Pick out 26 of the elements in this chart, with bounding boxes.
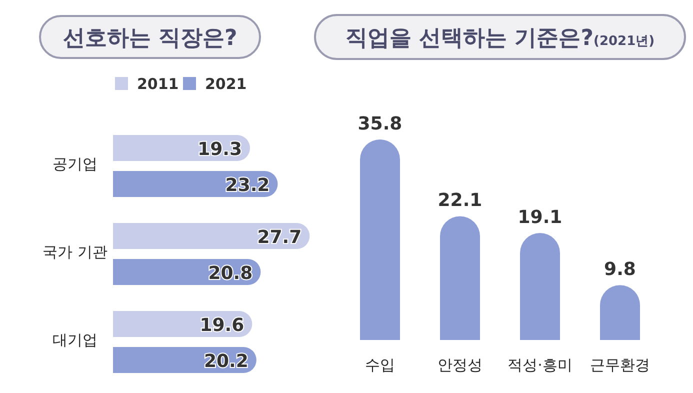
data-label: 23.2 [225,175,270,196]
y-tick-label: 공기업 [52,155,98,173]
bar [520,233,560,340]
bar [113,223,310,249]
x-tick-label: 안정성 [438,356,482,374]
x-tick-label: 근무환경 [590,356,650,374]
bar [360,140,400,340]
bar [440,216,480,340]
data-label: 27.7 [257,227,302,248]
data-label: 35.8 [358,114,402,135]
legend-label: 2011 [137,75,179,93]
y-tick-label: 국가 기관 [42,243,108,261]
x-tick-label: 적성·흥미 [508,356,572,374]
data-label: 20.2 [204,351,248,372]
data-label: 9.8 [604,259,636,280]
data-label: 22.1 [438,190,482,212]
data-label: 19.3 [198,139,242,160]
data-label: 19.1 [518,207,562,228]
chart-subtitle: (2021년) [594,34,655,49]
data-label: 19.6 [200,315,244,336]
y-tick-label: 대기업 [52,331,98,349]
legend-label: 2021 [205,75,247,93]
data-label: 20.8 [208,263,253,284]
chart-title: 직업을 선택하는 기준은? [345,26,594,51]
chart-title: 선호하는 직장은? [62,26,238,51]
x-tick-label: 수입 [365,356,395,374]
